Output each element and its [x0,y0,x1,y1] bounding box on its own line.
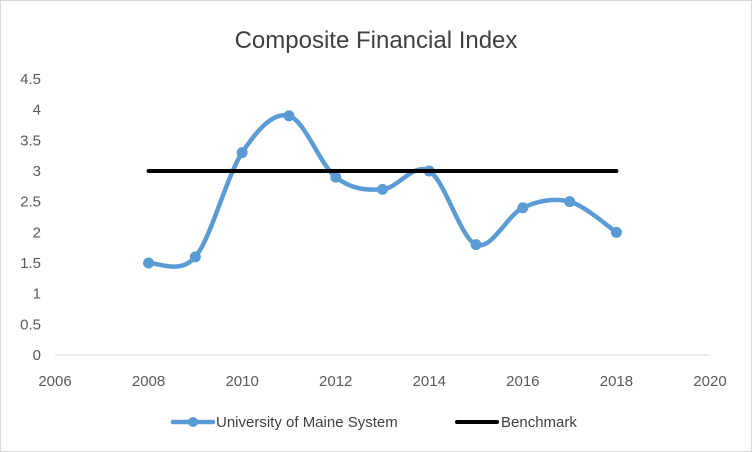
chart-title: Composite Financial Index [235,27,518,54]
data-point [377,183,388,195]
data-point [470,239,482,251]
y-tick-label: 3.5 [20,132,41,149]
y-tick-label: 2.5 [20,194,41,211]
x-tick-label: 2014 [413,373,446,390]
x-tick-label: 2012 [319,373,352,390]
data-point [236,147,248,159]
data-point [283,110,295,122]
data-point [564,196,576,208]
x-axis-ticks: 2006 2008 2010 2012 2014 2016 2018 2020 [38,373,726,390]
data-point [517,202,529,214]
data-point [330,171,342,183]
y-tick-label: 0 [33,347,41,364]
series-layer [143,110,622,269]
y-tick-label: 3 [33,163,41,180]
x-tick-label: 2006 [38,373,71,390]
data-point [189,251,201,263]
x-tick-label: 2020 [693,373,726,390]
data-point [610,226,622,238]
y-tick-label: 1 [33,286,41,303]
y-tick-label: 4 [33,102,41,119]
x-tick-label: 2016 [506,373,539,390]
y-tick-label: 2 [33,224,41,241]
x-tick-label: 2010 [225,373,258,390]
y-axis-ticks: 0 0.5 1 1.5 2 2.5 3 3.5 4 4.5 [20,71,41,364]
legend-label-2: Benchmark [501,414,577,431]
x-tick-label: 2018 [600,373,633,390]
legend: University of Maine System Benchmark [170,414,577,431]
y-tick-label: 1.5 [20,255,41,272]
x-tick-label: 2008 [132,373,165,390]
legend-marker [188,417,198,427]
data-point [143,257,155,269]
y-tick-label: 4.5 [20,71,41,88]
legend-label-1: University of Maine System [216,414,398,431]
y-tick-label: 0.5 [20,316,41,333]
